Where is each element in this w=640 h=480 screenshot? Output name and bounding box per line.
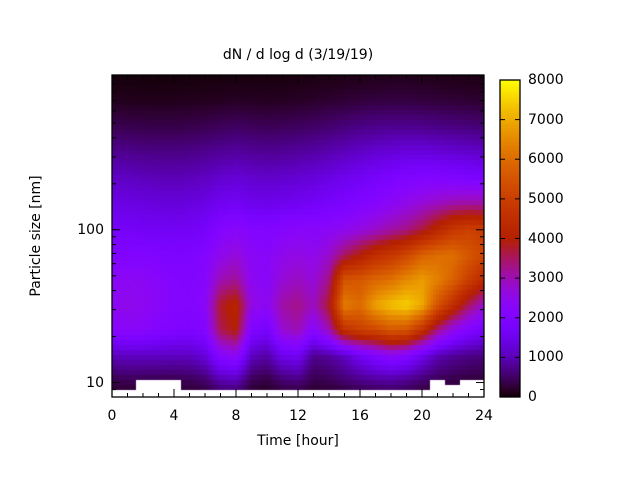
y-tick-label: 10 — [86, 374, 104, 391]
colorbar-tick-label: 3000 — [528, 270, 564, 287]
x-tick-label: 24 — [475, 408, 493, 424]
x-axis-label: Time [hour] — [257, 433, 339, 449]
colorbar-tick-label: 1000 — [528, 349, 564, 366]
colorbar-tick-label: 0 — [528, 389, 537, 405]
chart-title: dN / d log d (3/19/19) — [222, 47, 374, 63]
y-tick-label: 100 — [77, 221, 104, 238]
colorbar-tick-label: 2000 — [528, 309, 564, 326]
colorbar-gradient — [500, 80, 520, 397]
colorbar-tick-label: 4000 — [528, 230, 564, 247]
x-tick-label: 0 — [107, 408, 117, 424]
colorbar-tick-label: 5000 — [528, 190, 564, 207]
colorbar-tick-label: 7000 — [528, 111, 564, 128]
colorbar-tick-label: 8000 — [528, 72, 564, 88]
x-tick-label: 20 — [413, 408, 431, 424]
x-tick-label: 12 — [289, 408, 307, 424]
x-tick-label: 8 — [231, 408, 241, 424]
heatmap-canvas — [112, 75, 484, 397]
colorbar-tick-label: 6000 — [528, 151, 564, 168]
x-tick-label: 4 — [169, 408, 179, 424]
x-tick-label: 16 — [351, 408, 369, 424]
